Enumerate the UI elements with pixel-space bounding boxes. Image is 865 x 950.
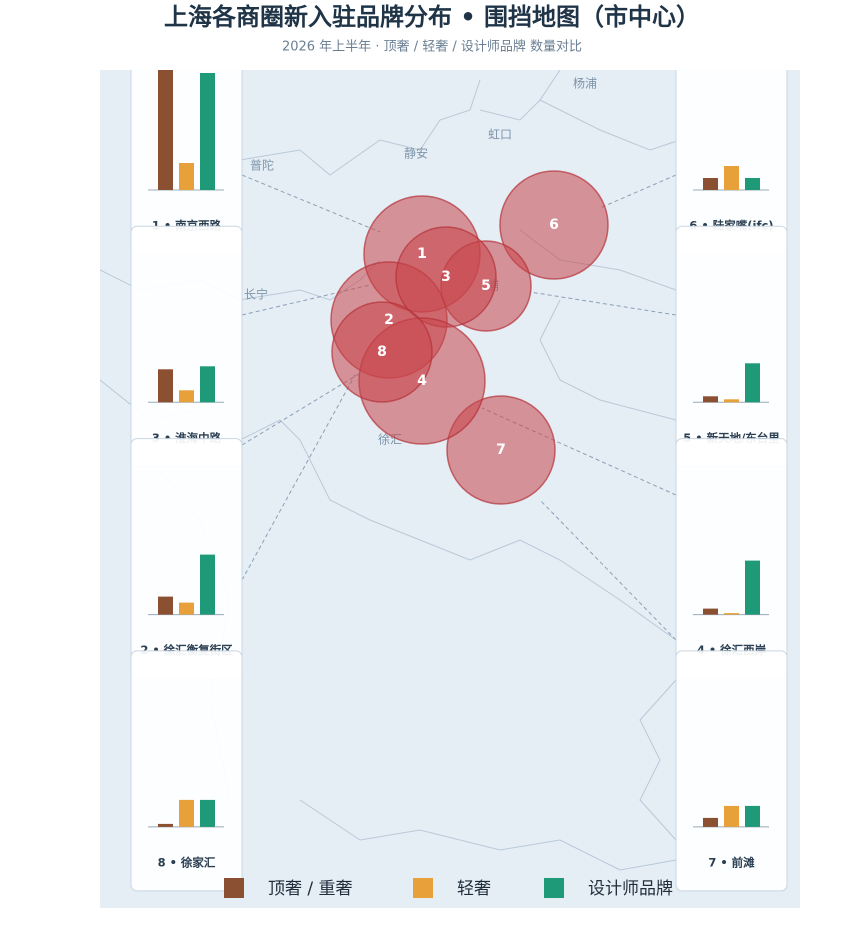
bar	[703, 608, 718, 615]
region-label: 静安	[404, 146, 428, 161]
legend-label: 顶奢 / 重奢	[268, 879, 353, 899]
bar	[745, 363, 760, 403]
region-label: 长宁	[244, 287, 268, 302]
panel: 8 • 徐家汇	[130, 650, 243, 892]
region-label: 虹口	[488, 128, 512, 142]
subtitle: 2026 年上半年 · 顶奢 / 轻奢 / 设计师品牌 数量对比	[282, 39, 582, 55]
bar	[179, 390, 194, 403]
bar	[158, 369, 173, 403]
panel: 6 • 陆家嘴(ifc)	[675, 70, 788, 255]
panel-bg	[130, 650, 243, 892]
bar	[745, 178, 760, 190]
bubble-label: 3	[441, 269, 451, 285]
bar	[179, 602, 194, 615]
panel: 4 • 徐汇西岸	[675, 438, 788, 680]
bar	[724, 805, 739, 827]
panel: 3 • 淮海中路	[130, 225, 243, 467]
bar	[724, 166, 739, 190]
bubble-label: 5	[481, 278, 491, 294]
bar	[703, 396, 718, 403]
panel: 5 • 新天地/东台里	[675, 225, 788, 467]
bubble-label: 1	[417, 246, 427, 262]
panel-label: 7 • 前滩	[708, 855, 755, 869]
bar	[745, 560, 760, 615]
bubble	[499, 170, 609, 280]
bar	[200, 554, 215, 615]
bar	[158, 70, 173, 190]
bar	[703, 178, 718, 190]
bubble-label: 4	[417, 373, 427, 389]
bar	[158, 596, 173, 615]
bubble	[446, 395, 556, 505]
region-label: 普陀	[250, 158, 274, 173]
legend-swatch	[544, 878, 564, 898]
bubble-label: 8	[377, 344, 387, 360]
panel: 2 • 徐汇衡复街区	[130, 438, 243, 680]
bubble-label: 2	[384, 312, 394, 328]
bar	[724, 613, 739, 615]
bar	[724, 399, 739, 403]
bubble-label: 6	[549, 217, 559, 233]
panel: 7 • 前滩	[675, 650, 788, 892]
legend-swatch	[224, 878, 244, 898]
region-label: 杨浦	[573, 76, 597, 91]
legend-label: 轻奢	[457, 879, 491, 899]
legend-label: 设计师品牌	[588, 879, 673, 899]
panel-bg	[675, 650, 788, 892]
bar	[158, 823, 173, 827]
legend-swatch	[413, 878, 433, 898]
bar	[200, 366, 215, 403]
bar	[200, 73, 215, 190]
title: 上海各商圈新入驻品牌分布 • 围挡地图（市中心）	[164, 3, 700, 31]
panel-label: 8 • 徐家汇	[158, 855, 216, 869]
panel: 1 • 南京西路	[130, 70, 243, 255]
bubble	[331, 301, 433, 403]
bar	[745, 805, 760, 827]
bubble-label: 7	[496, 442, 506, 458]
bar	[703, 817, 718, 827]
bar	[200, 799, 215, 827]
bar	[179, 163, 194, 190]
bar	[179, 799, 194, 827]
